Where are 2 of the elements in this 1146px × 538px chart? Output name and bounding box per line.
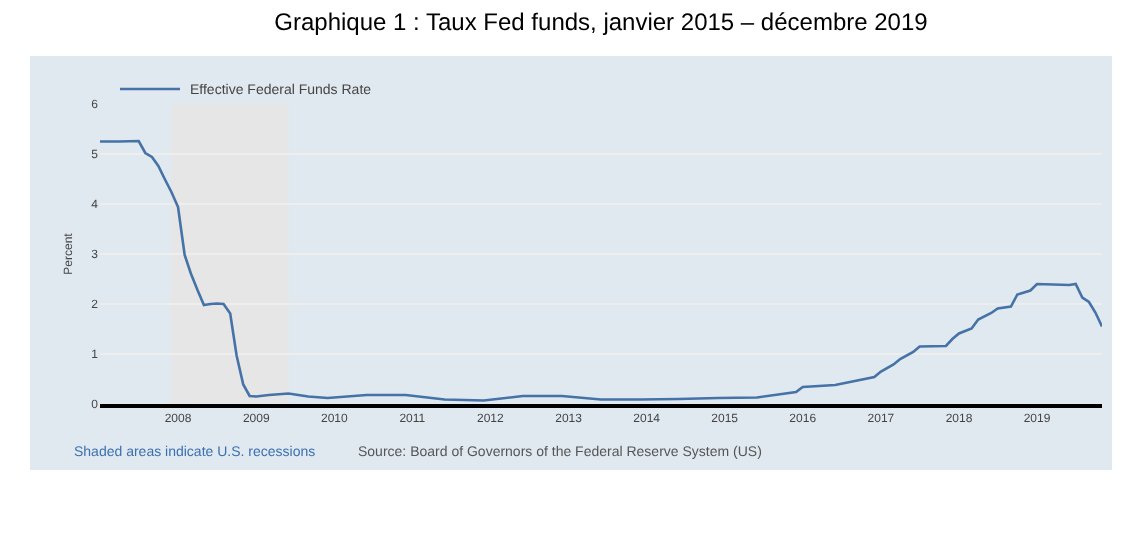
line-series: [100, 139, 1102, 402]
chart-title: Graphique 1 : Taux Fed funds, janvier 2015 – décembre 2019: [274, 8, 929, 37]
